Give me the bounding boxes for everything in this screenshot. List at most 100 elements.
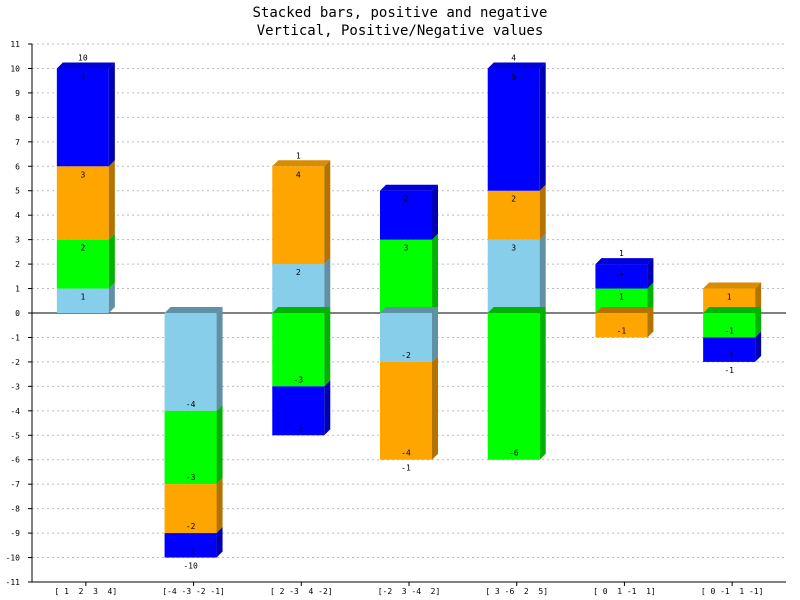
bar-segment-side — [216, 404, 223, 485]
data-label: 1 — [80, 293, 85, 302]
bar-segment-side — [539, 307, 546, 460]
x-tick-label: [-4 -3 -2 -1] — [162, 587, 225, 596]
y-tick-label: 3 — [15, 236, 20, 245]
bar-segment — [56, 239, 109, 289]
total-label: -1 — [401, 464, 411, 473]
y-tick-label: 8 — [15, 113, 20, 122]
bar-segment-side — [216, 478, 223, 534]
bar-segment-side — [324, 258, 331, 313]
bar-segment-side — [108, 282, 115, 313]
data-label: 3 — [404, 244, 409, 253]
bar-segment-side — [432, 355, 438, 460]
bar-segment-side — [539, 233, 546, 313]
data-label: 1 — [619, 268, 624, 277]
bar-segment-side — [108, 160, 115, 240]
bar-segment-side — [755, 282, 762, 313]
y-tick-label: -5 — [10, 431, 20, 440]
total-label: 4 — [511, 53, 516, 62]
bar-segment — [487, 313, 540, 460]
y-tick-label: 0 — [15, 309, 20, 318]
bar-segment-side — [432, 184, 438, 240]
bar-segment — [380, 190, 432, 240]
y-tick-label: 4 — [15, 211, 20, 220]
y-tick-label: 11 — [10, 40, 20, 49]
x-tick-label: [ 2 -3 4 -2] — [270, 587, 333, 596]
x-tick-label: [ 1 2 3 4] — [55, 587, 118, 596]
data-label: -6 — [509, 449, 519, 458]
data-label: -3 — [293, 375, 303, 384]
bar-segment — [272, 313, 325, 387]
data-label: 2 — [511, 195, 516, 204]
data-label: 2 — [404, 195, 409, 204]
y-tick-label: -1 — [10, 333, 20, 342]
data-label: 3 — [511, 244, 516, 253]
bar-segment-side — [647, 258, 654, 289]
bar-segment-side — [647, 307, 654, 338]
bar-segment — [487, 68, 540, 191]
bar-segment-side — [108, 233, 115, 289]
bar-segment-side — [755, 331, 762, 362]
data-label: 1 — [727, 293, 732, 302]
data-label: -2 — [401, 351, 411, 360]
bar-segment-side — [324, 160, 331, 265]
data-label: -4 — [401, 449, 411, 458]
data-label: -1 — [724, 326, 734, 335]
bar-segment — [164, 410, 217, 485]
bar-segment — [164, 533, 217, 558]
chart-title: Stacked bars, positive and negative — [252, 5, 548, 21]
data-label: -3 — [186, 473, 196, 482]
bar-top-face — [487, 62, 546, 69]
bar-segment — [164, 313, 217, 411]
x-tick-label: [ 3 -6 2 5] — [485, 587, 548, 596]
y-tick-label: -11 — [6, 578, 21, 587]
data-label: 4 — [80, 72, 85, 81]
y-tick-label: 10 — [10, 64, 20, 73]
bar-segment-side — [324, 380, 331, 436]
y-tick-label: 6 — [15, 162, 20, 171]
data-label: 3 — [80, 170, 85, 179]
data-label: 1 — [619, 293, 624, 302]
y-tick-label: 7 — [15, 138, 20, 147]
bar-segment — [703, 313, 756, 338]
bar-segment — [595, 313, 648, 338]
data-label: -4 — [186, 400, 196, 409]
bar-segment-side — [539, 184, 546, 240]
data-label: 5 — [511, 72, 516, 81]
bar-segment-side — [755, 307, 762, 338]
bar-segment-side — [216, 307, 223, 411]
y-tick-label: -10 — [6, 554, 21, 563]
bar-segment — [272, 386, 325, 436]
y-tick-label: -4 — [10, 407, 20, 416]
data-label: -1 — [724, 351, 734, 360]
bar-top-face — [703, 282, 762, 289]
total-label: -10 — [183, 562, 198, 571]
total-label: 1 — [296, 151, 301, 160]
y-tick-label: -6 — [10, 456, 20, 465]
bar-segment-side — [432, 233, 438, 313]
y-tick-label: 1 — [15, 285, 20, 294]
bar-segment — [380, 313, 432, 362]
x-tick-label: [ 0 -1 1 -1] — [701, 587, 764, 596]
bar-segment-side — [539, 62, 546, 191]
bar-top-face — [272, 160, 331, 167]
bar-top-face — [380, 307, 438, 313]
bar-segment — [164, 484, 217, 534]
x-tick-label: [-2 3 -4 2] — [378, 587, 441, 596]
total-label: -1 — [724, 366, 734, 375]
total-label: 1 — [619, 249, 624, 258]
x-tick-label: [ 0 1 -1 1] — [593, 587, 656, 596]
bar-top-face — [164, 307, 223, 313]
y-tick-label: -9 — [10, 529, 20, 538]
bar-top-face — [487, 307, 546, 313]
bar-top-face — [380, 184, 438, 191]
data-label: 2 — [296, 268, 301, 277]
y-tick-label: -3 — [10, 382, 20, 391]
data-label: 4 — [296, 170, 301, 179]
bar-segment — [56, 166, 109, 240]
bar-segment — [487, 190, 540, 240]
y-tick-label: 5 — [15, 187, 20, 196]
bar-segment — [272, 166, 325, 265]
data-label: -1 — [617, 326, 627, 335]
chart-subtitle: Vertical, Positive/Negative values — [256, 23, 544, 39]
